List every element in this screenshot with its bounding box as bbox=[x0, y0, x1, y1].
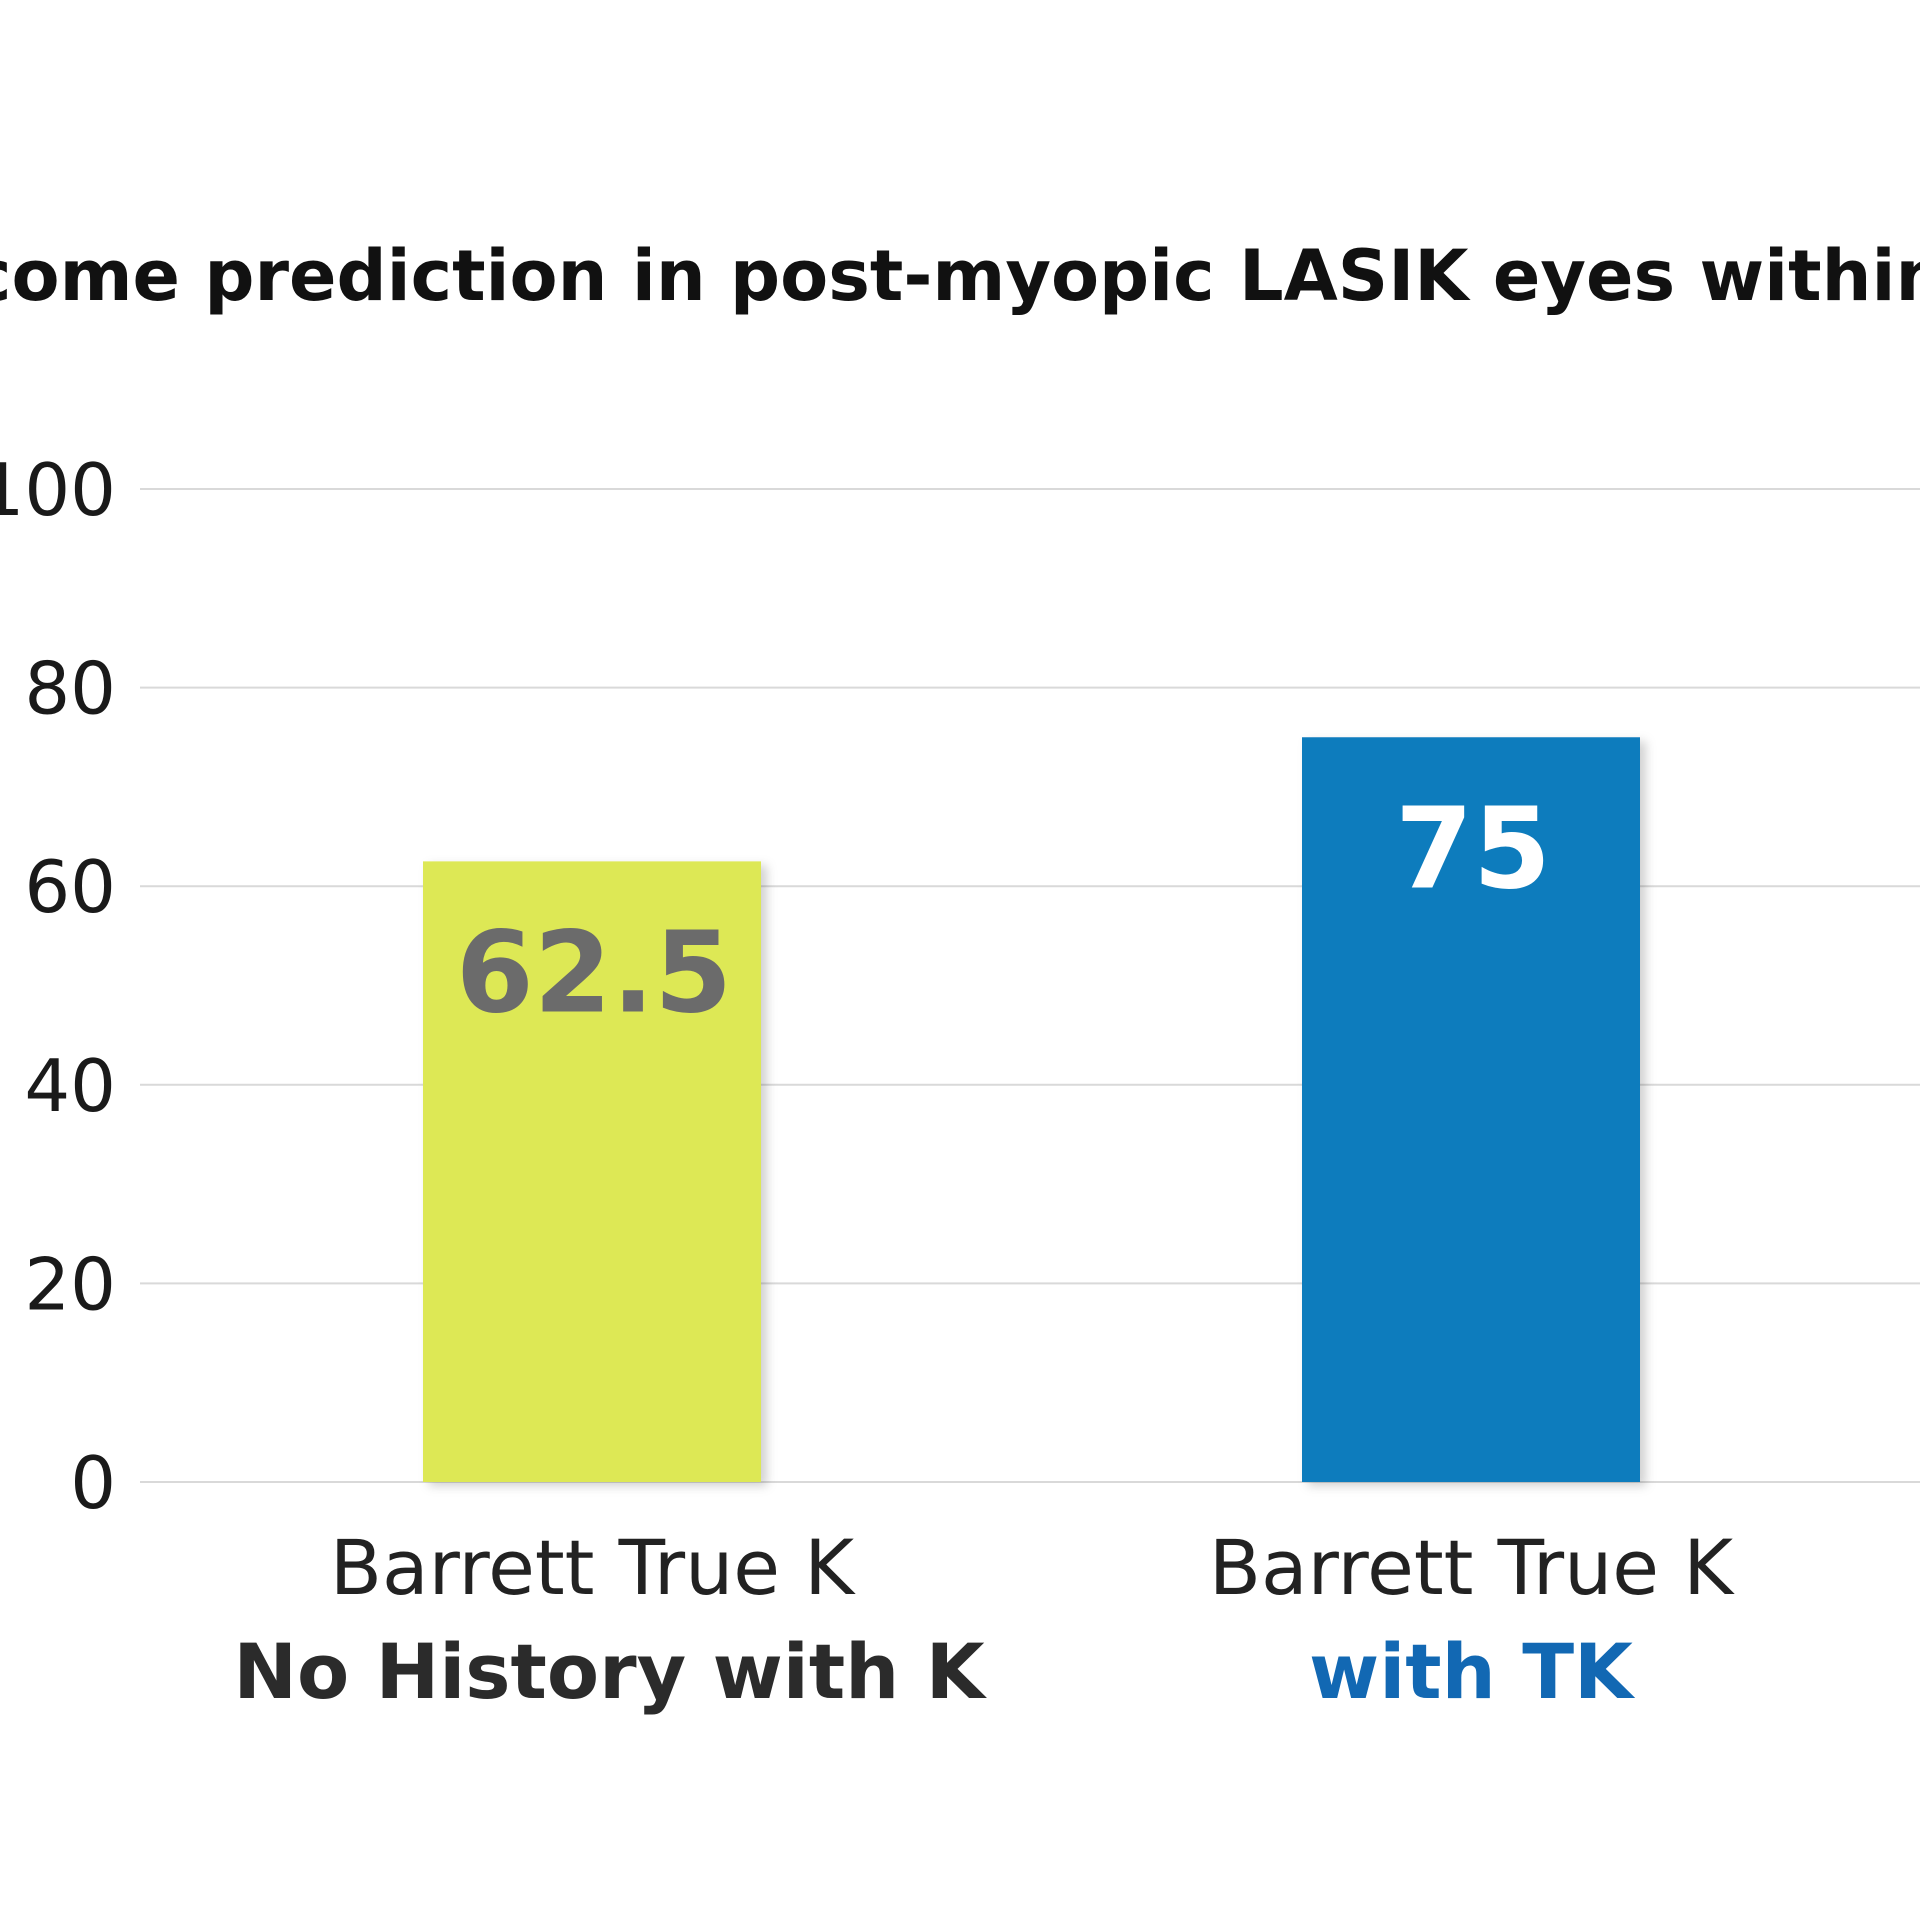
y-tick-label-0: 0 bbox=[70, 1441, 116, 1525]
y-tick-label-40: 40 bbox=[24, 1044, 116, 1128]
x-axis-category-labels: Barrett True K No History with K Barrett T… bbox=[233, 1523, 1735, 1716]
bar-1 bbox=[423, 861, 761, 1482]
gridlines bbox=[140, 488, 1920, 1483]
bar-value-labels: 62.5 75 bbox=[456, 784, 1551, 1038]
y-tick-label-60: 60 bbox=[24, 845, 116, 929]
category-label-line1-2: Barrett True K bbox=[1209, 1523, 1735, 1612]
category-label-line2-1: No History with K bbox=[233, 1627, 987, 1716]
y-tick-label-100: 100 bbox=[0, 448, 116, 532]
category-label-line1-1: Barrett True K bbox=[330, 1523, 856, 1612]
y-axis-tick-labels: 0 20 40 60 80 100 bbox=[0, 448, 116, 1525]
y-tick-label-80: 80 bbox=[24, 647, 116, 731]
bar-2 bbox=[1302, 737, 1640, 1482]
bar-value-label-1: 62.5 bbox=[456, 908, 732, 1038]
chart-title: come prediction in post-myopic LASIK eye… bbox=[0, 235, 1920, 317]
bars bbox=[423, 737, 1640, 1482]
bar-value-label-2: 75 bbox=[1395, 784, 1551, 914]
y-tick-label-20: 20 bbox=[24, 1242, 116, 1326]
category-label-line2-2: with TK bbox=[1309, 1627, 1636, 1716]
